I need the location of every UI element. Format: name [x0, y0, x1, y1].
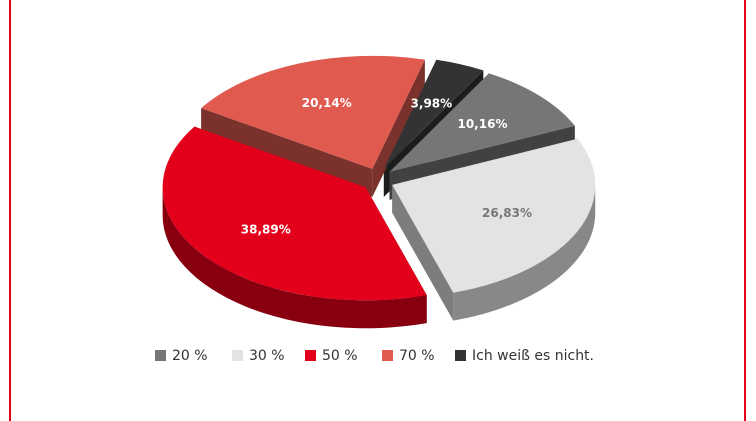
legend-swatch — [382, 350, 393, 361]
legend-label: 20 % — [172, 348, 208, 364]
data-label: 10,16% — [457, 117, 507, 131]
legend-label: Ich weiß es nicht. — [472, 348, 594, 364]
pie-tops — [162, 55, 596, 301]
pie-slice — [389, 73, 575, 172]
legend-swatch — [455, 350, 466, 361]
data-label: 38,89% — [241, 222, 291, 236]
pie-labels: 3,98% 10,16% 26,83% 38,89% 20,14% — [241, 96, 532, 236]
data-label: 3,98% — [411, 97, 453, 111]
pie-wall — [372, 59, 425, 197]
pie-slice — [162, 126, 427, 301]
legend-label: 70 % — [399, 348, 435, 364]
legend-label: 50 % — [322, 348, 358, 364]
pie-wall — [392, 184, 454, 321]
legend-swatch — [155, 350, 166, 361]
pie-slice — [383, 59, 484, 169]
pie-slice — [201, 55, 425, 169]
legend-swatch — [232, 350, 243, 361]
pie-side — [162, 187, 427, 329]
pie-slice — [392, 138, 596, 293]
data-label: 20,14% — [302, 96, 352, 110]
pie-side — [453, 184, 596, 321]
data-label: 26,83% — [482, 206, 532, 220]
legend-label: 30 % — [249, 348, 285, 364]
legend-swatch — [305, 350, 316, 361]
